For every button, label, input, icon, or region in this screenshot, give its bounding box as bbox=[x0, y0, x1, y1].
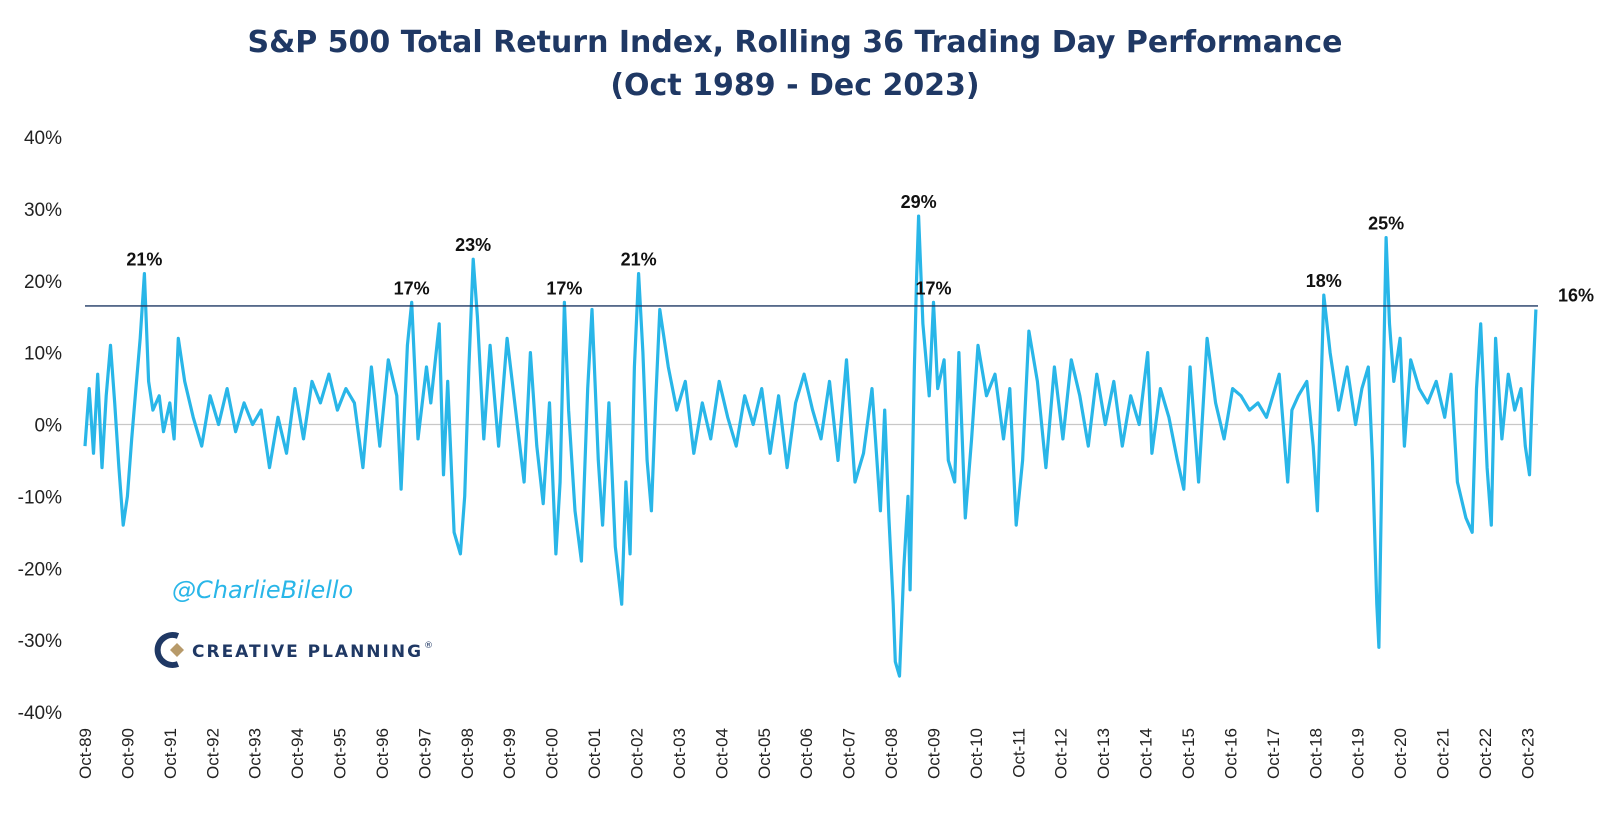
peak-label: 29% bbox=[901, 192, 937, 212]
y-tick-label: -40% bbox=[18, 703, 62, 724]
x-tick-label: Oct-21 bbox=[1434, 728, 1453, 779]
x-tick-label: Oct-04 bbox=[712, 728, 731, 779]
x-tick-label: Oct-00 bbox=[543, 728, 562, 779]
x-tick-label: Oct-96 bbox=[373, 728, 392, 779]
x-tick-label: Oct-14 bbox=[1137, 728, 1156, 779]
creative-planning-logo: CREATIVE PLANNING ® bbox=[154, 632, 433, 668]
x-tick-label: Oct-17 bbox=[1264, 728, 1283, 779]
x-tick-label: Oct-09 bbox=[924, 728, 943, 779]
peak-label: 21% bbox=[621, 250, 657, 270]
x-tick-label: Oct-92 bbox=[203, 728, 222, 779]
y-tick-label: -20% bbox=[18, 559, 62, 580]
peak-label: 18% bbox=[1306, 271, 1342, 291]
x-tick-label: Oct-97 bbox=[415, 728, 434, 779]
peak-label: 17% bbox=[915, 278, 951, 298]
x-tick-label: Oct-02 bbox=[628, 728, 647, 779]
x-tick-label: Oct-07 bbox=[840, 728, 859, 779]
x-tick-label: Oct-03 bbox=[670, 728, 689, 779]
y-tick-label: 20% bbox=[24, 272, 62, 293]
x-tick-label: Oct-98 bbox=[458, 728, 477, 779]
brand-registered-mark: ® bbox=[424, 641, 433, 651]
x-tick-label: Oct-90 bbox=[118, 728, 137, 779]
series-line bbox=[83, 214, 1538, 678]
x-axis: Oct-89 Oct-90 Oct-91 Oct-92 Oct-93 Oct-94 Oct-… bbox=[76, 728, 1537, 779]
x-tick-label: Oct-10 bbox=[967, 728, 986, 779]
peak-label: 17% bbox=[394, 278, 430, 298]
peak-label: 25% bbox=[1368, 214, 1404, 234]
x-tick-label: Oct-16 bbox=[1221, 728, 1240, 779]
x-tick-label: Oct-93 bbox=[246, 728, 265, 779]
peak-label: 21% bbox=[126, 250, 162, 270]
x-tick-label: Oct-12 bbox=[1052, 728, 1071, 779]
x-tick-label: Oct-18 bbox=[1306, 728, 1325, 779]
x-tick-label: Oct-19 bbox=[1349, 728, 1368, 779]
x-tick-label: Oct-95 bbox=[331, 728, 350, 779]
x-tick-label: Oct-08 bbox=[882, 728, 901, 779]
x-tick-label: Oct-23 bbox=[1518, 728, 1537, 779]
peak-label: 23% bbox=[455, 235, 491, 255]
y-tick-label: 10% bbox=[24, 344, 62, 365]
x-tick-label: Oct-13 bbox=[1094, 728, 1113, 779]
y-axis: 40% 30% 20% 10% 0% -10% -20% -30% -40% bbox=[18, 128, 62, 724]
x-tick-label: Oct-89 bbox=[76, 728, 95, 779]
y-tick-label: 30% bbox=[24, 200, 62, 221]
author-handle: @CharlieBilello bbox=[172, 576, 353, 604]
chart-title: S&P 500 Total Return Index, Rolling 36 T… bbox=[247, 25, 1342, 60]
x-tick-label: Oct-01 bbox=[585, 728, 604, 779]
logo-c-icon bbox=[154, 632, 180, 668]
y-tick-label: 40% bbox=[24, 128, 62, 149]
x-tick-label: Oct-91 bbox=[161, 728, 180, 779]
x-tick-label: Oct-05 bbox=[755, 728, 774, 779]
peak-annotations: 21% 17% 23% 17% 21% 29% 17% 18% 25% 16% bbox=[126, 192, 1594, 305]
x-tick-label: Oct-11 bbox=[1009, 728, 1028, 778]
x-tick-label: Oct-15 bbox=[1179, 728, 1198, 779]
x-tick-label: Oct-94 bbox=[288, 728, 307, 779]
x-tick-label: Oct-99 bbox=[500, 728, 519, 779]
x-tick-label: Oct-06 bbox=[797, 728, 816, 779]
peak-label: 17% bbox=[546, 278, 582, 298]
peak-label: 16% bbox=[1558, 286, 1594, 306]
x-tick-label: Oct-20 bbox=[1391, 728, 1410, 779]
y-tick-label: -30% bbox=[18, 631, 62, 652]
y-tick-label: -10% bbox=[18, 487, 62, 508]
x-tick-label: Oct-22 bbox=[1476, 728, 1495, 779]
y-tick-label: 0% bbox=[35, 416, 63, 437]
chart-subtitle: (Oct 1989 - Dec 2023) bbox=[610, 68, 979, 103]
brand-name: CREATIVE PLANNING bbox=[192, 642, 423, 662]
logo-diamond-icon bbox=[170, 643, 184, 657]
